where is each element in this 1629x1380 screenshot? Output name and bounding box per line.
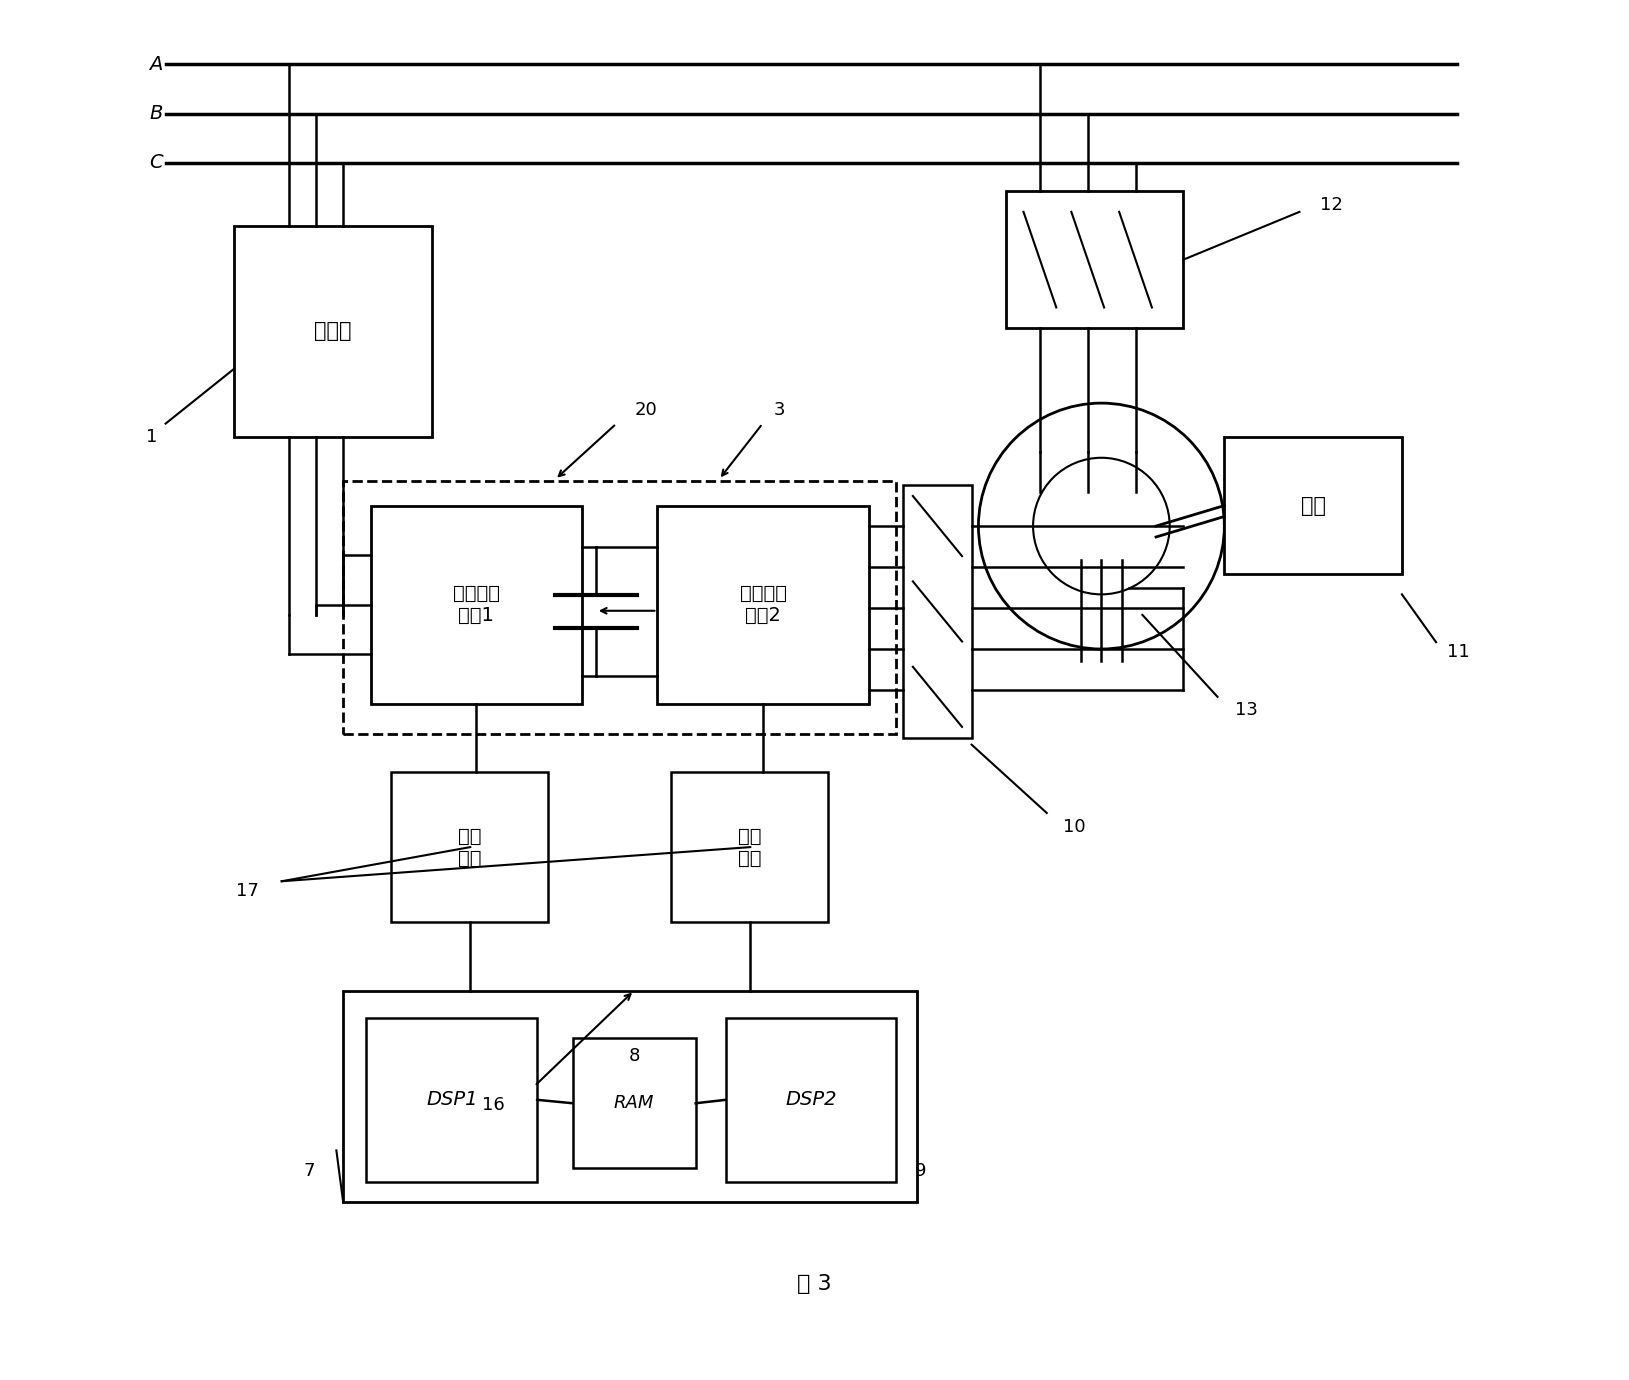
Text: 智能功率
模兴1: 智能功率 模兴1 <box>453 584 500 625</box>
Text: 16: 16 <box>482 1096 505 1114</box>
Bar <box>367 1018 538 1181</box>
Text: A: A <box>150 55 163 73</box>
Text: 1: 1 <box>147 428 158 446</box>
Text: 变压器: 变压器 <box>314 322 352 341</box>
Bar <box>658 505 870 704</box>
Text: DSP1: DSP1 <box>427 1090 477 1110</box>
Text: 9: 9 <box>915 1162 927 1180</box>
Bar <box>235 225 432 437</box>
Text: 3: 3 <box>774 402 785 420</box>
Text: 风机: 风机 <box>1300 495 1326 516</box>
Bar <box>573 1038 696 1167</box>
Text: C: C <box>150 153 163 172</box>
Text: 图 3: 图 3 <box>797 1274 832 1294</box>
Text: 11: 11 <box>1447 643 1469 661</box>
Text: B: B <box>150 104 163 123</box>
Text: 17: 17 <box>236 882 259 900</box>
Bar <box>725 1018 896 1181</box>
Text: 13: 13 <box>1235 701 1258 719</box>
Bar <box>904 486 971 738</box>
Text: 8: 8 <box>629 1047 640 1065</box>
Text: 驱动
电路: 驱动 电路 <box>738 827 761 868</box>
Bar <box>1225 437 1403 574</box>
Bar <box>671 771 828 922</box>
Text: 20: 20 <box>634 402 656 420</box>
Bar <box>1005 192 1183 328</box>
Text: 智能功率
模兴2: 智能功率 模兴2 <box>740 584 787 625</box>
Text: DSP2: DSP2 <box>785 1090 837 1110</box>
Text: RAM: RAM <box>614 1094 655 1112</box>
Text: 7: 7 <box>303 1162 314 1180</box>
Bar <box>344 991 917 1202</box>
Bar <box>344 482 896 734</box>
Text: 10: 10 <box>1064 817 1087 836</box>
Text: 12: 12 <box>1319 196 1342 214</box>
Text: 驱动
电路: 驱动 电路 <box>458 827 481 868</box>
Bar <box>370 505 582 704</box>
Bar <box>391 771 547 922</box>
